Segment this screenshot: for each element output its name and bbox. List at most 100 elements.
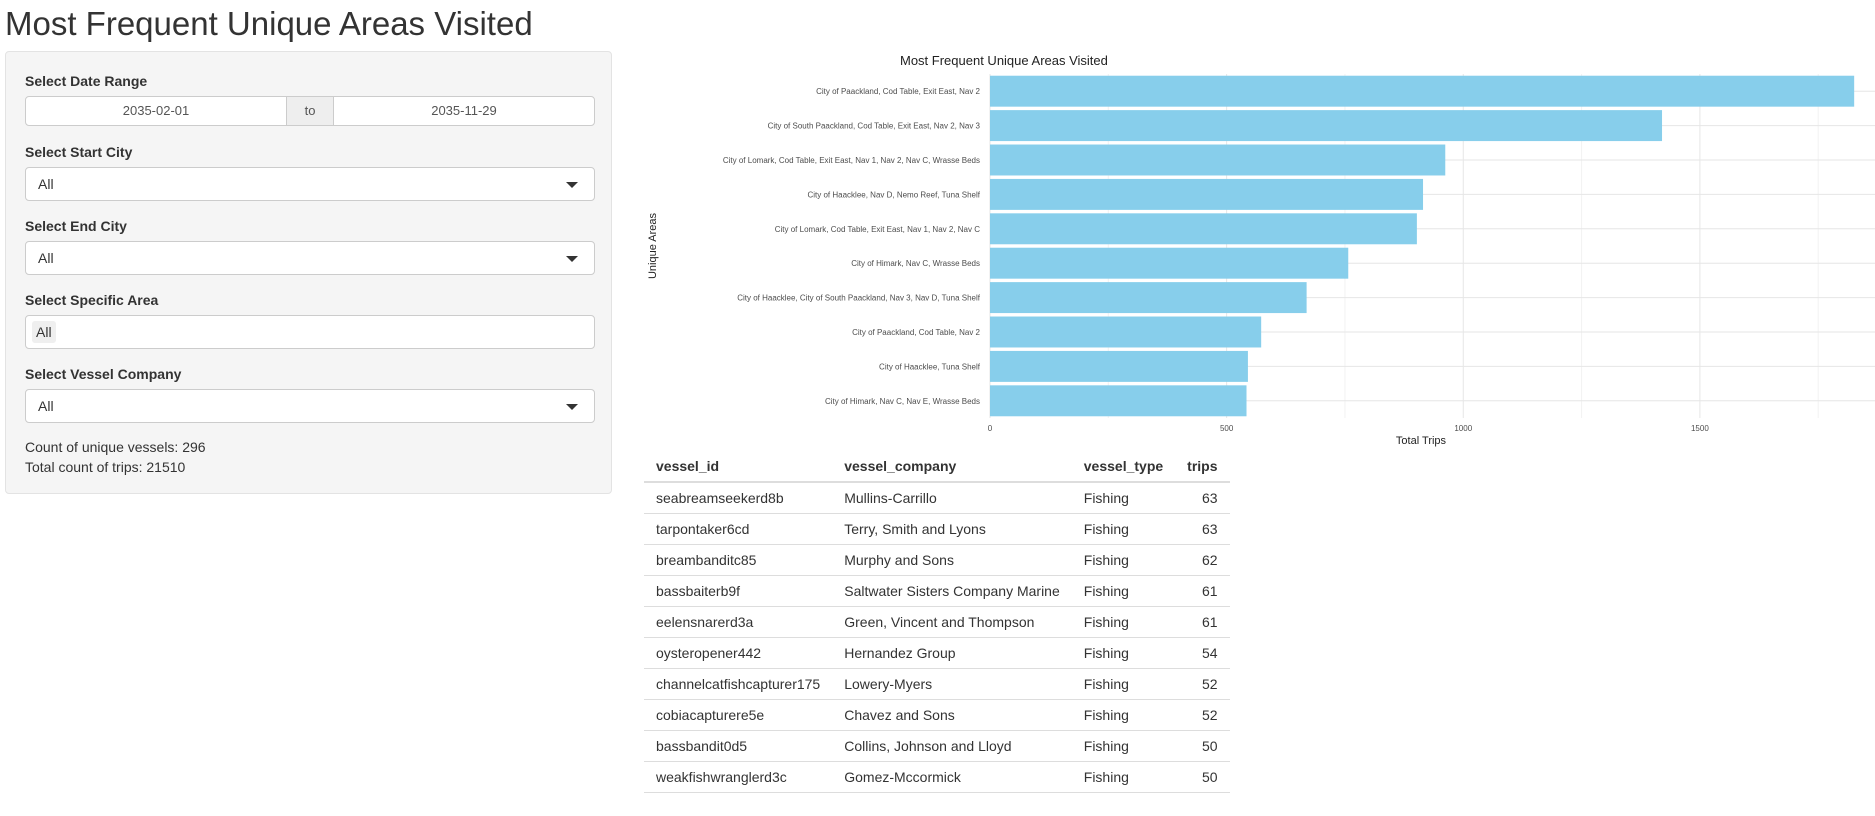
column-header-vessel-company[interactable]: vessel_company [832, 451, 1072, 483]
chart-category-label: City of Haacklee, City of South Paacklan… [737, 294, 981, 303]
cell-trips: 54 [1175, 637, 1230, 669]
table-body: seabreamseekerd8b Mullins-Carrillo Fishing… [644, 482, 1230, 793]
table-row: seabreamseekerd8b Mullins-Carrillo Fishing… [644, 482, 1230, 514]
cell-vessel-type: Fishing [1071, 544, 1176, 576]
date-range-label: Select Date Range [25, 73, 148, 89]
cell-vessel-company: Mullins-Carrillo [832, 482, 1072, 514]
chart-category-label: City of Paackland, Cod Table, Nav 2 [852, 328, 980, 337]
column-header-vessel-id[interactable]: vessel_id [644, 451, 833, 483]
table-row: oysteropener442 Hernandez Group Fishing 54 [644, 637, 1230, 669]
chart-title: Most Frequent Unique Areas Visited [900, 53, 1108, 68]
chart-category-label: City of Himark, Nav C, Nav E, Wrasse Bed… [825, 397, 980, 406]
chart-bar [990, 178, 1424, 210]
chart-bar [990, 213, 1417, 245]
chart-x-ticks: 0 500 1000 1500 [988, 424, 1710, 433]
table-row: eelensnarerd3a Green, Vincent and Thompso… [644, 606, 1230, 638]
chart-bar [990, 282, 1307, 314]
cell-trips: 63 [1175, 482, 1230, 514]
cell-vessel-type: Fishing [1071, 668, 1176, 700]
total-trips-count: Total count of trips: 21510 [25, 459, 186, 475]
cell-vessel-id: oysteropener442 [644, 637, 833, 669]
cell-vessel-type: Fishing [1071, 606, 1176, 638]
vessel-table: vessel_id vessel_company vessel_type tri… [644, 451, 1230, 793]
start-city-value: All [38, 176, 54, 192]
chart-bar [990, 350, 1248, 382]
cell-vessel-company: Murphy and Sons [832, 544, 1072, 576]
chart-bar [990, 385, 1247, 417]
chart-canvas: Most Frequent Unique Areas Visited Uniqu… [647, 53, 1875, 447]
cell-trips: 61 [1175, 606, 1230, 638]
cell-trips: 63 [1175, 513, 1230, 545]
cell-vessel-id: cobiacapturere5e [644, 699, 833, 731]
cell-vessel-id: breambanditc85 [644, 544, 833, 576]
cell-trips: 50 [1175, 730, 1230, 762]
cell-vessel-type: Fishing [1071, 730, 1176, 762]
table-row: channelcatfishcapturer175 Lowery-Myers Fis… [644, 668, 1230, 700]
table-row: bassbaiterb9f Saltwater Sisters Company M… [644, 575, 1230, 607]
start-date-input[interactable]: 2035-02-01 [122, 103, 190, 118]
date-range-separator: to [286, 97, 334, 125]
chart-x-tick-label: 0 [988, 424, 993, 433]
chart-category-labels: City of Paackland, Cod Table, Exit East,… [723, 87, 981, 406]
page-title: Most Frequent Unique Areas Visited [5, 5, 533, 42]
cell-vessel-type: Fishing [1071, 575, 1176, 607]
cell-trips: 52 [1175, 699, 1230, 731]
cell-vessel-company: Lowery-Myers [832, 668, 1072, 700]
vessel-company-label: Select Vessel Company [25, 366, 182, 382]
cell-vessel-id: tarpontaker6cd [644, 513, 833, 545]
chart-bars [990, 75, 1855, 417]
specific-area-chip[interactable]: All [32, 321, 56, 343]
chart-category-label: City of South Paackland, Cod Table, Exit… [768, 122, 981, 131]
chart-x-tick-label: 1000 [1454, 424, 1472, 433]
chart-x-tick-label: 500 [1220, 424, 1234, 433]
cell-vessel-type: Fishing [1071, 699, 1176, 731]
vessel-company-select[interactable]: All [25, 389, 595, 423]
chart-bar [990, 110, 1663, 142]
table-row: tarpontaker6cd Terry, Smith and Lyons Fish… [644, 513, 1230, 545]
cell-trips: 52 [1175, 668, 1230, 700]
cell-vessel-type: Fishing [1071, 482, 1176, 514]
cell-vessel-id: bassbandit0d5 [644, 730, 833, 762]
areas-bar-chart: Most Frequent Unique Areas Visited Uniqu… [640, 50, 1875, 450]
chevron-down-icon [566, 256, 578, 262]
cell-vessel-id: bassbaiterb9f [644, 575, 833, 607]
cell-vessel-id: channelcatfishcapturer175 [644, 668, 833, 700]
end-city-label: Select End City [25, 218, 127, 234]
cell-vessel-type: Fishing [1071, 513, 1176, 545]
end-date-input[interactable]: 2035-11-29 [431, 103, 497, 118]
chart-bar [990, 75, 1855, 107]
chart-category-label: City of Paackland, Cod Table, Exit East,… [816, 87, 980, 96]
table-row: cobiacapturere5e Chavez and Sons Fishing 52 [644, 699, 1230, 731]
specific-area-label: Select Specific Area [25, 292, 159, 308]
cell-vessel-id: weakfishwranglerd3c [644, 761, 833, 793]
chevron-down-icon [566, 182, 578, 188]
cell-vessel-company: Collins, Johnson and Lloyd [832, 730, 1072, 762]
y-axis-title: Unique Areas [647, 212, 659, 279]
chart-category-label: City of Lomark, Cod Table, Exit East, Na… [723, 156, 980, 165]
cell-vessel-company: Saltwater Sisters Company Marine [832, 575, 1072, 607]
column-header-vessel-type[interactable]: vessel_type [1071, 451, 1176, 483]
start-city-label: Select Start City [25, 144, 133, 160]
cell-trips: 50 [1175, 761, 1230, 793]
chart-x-tick-label: 1500 [1691, 424, 1709, 433]
column-header-trips[interactable]: trips [1175, 451, 1230, 483]
cell-vessel-id: eelensnarerd3a [644, 606, 833, 638]
chevron-down-icon [566, 404, 578, 410]
filter-sidebar: Select Date Range 2035-02-01 to 2035-11-… [5, 51, 612, 494]
chart-category-label: City of Haacklee, Tuna Shelf [879, 362, 981, 371]
vessel-company-value: All [38, 398, 54, 414]
cell-vessel-company: Chavez and Sons [832, 699, 1072, 731]
cell-vessel-company: Green, Vincent and Thompson [832, 606, 1072, 638]
date-range-input: 2035-02-01 to 2035-11-29 [25, 96, 595, 126]
cell-vessel-company: Gomez-Mccormick [832, 761, 1072, 793]
chart-bar [990, 247, 1349, 279]
specific-area-input[interactable]: All [25, 315, 595, 349]
chart-category-label: City of Lomark, Cod Table, Exit East, Na… [775, 225, 980, 234]
cell-vessel-type: Fishing [1071, 761, 1176, 793]
table-row: weakfishwranglerd3c Gomez-Mccormick Fishin… [644, 761, 1230, 793]
start-city-select[interactable]: All [25, 167, 595, 201]
x-axis-title: Total Trips [1396, 435, 1447, 447]
end-city-value: All [38, 250, 54, 266]
end-city-select[interactable]: All [25, 241, 595, 275]
cell-vessel-type: Fishing [1071, 637, 1176, 669]
